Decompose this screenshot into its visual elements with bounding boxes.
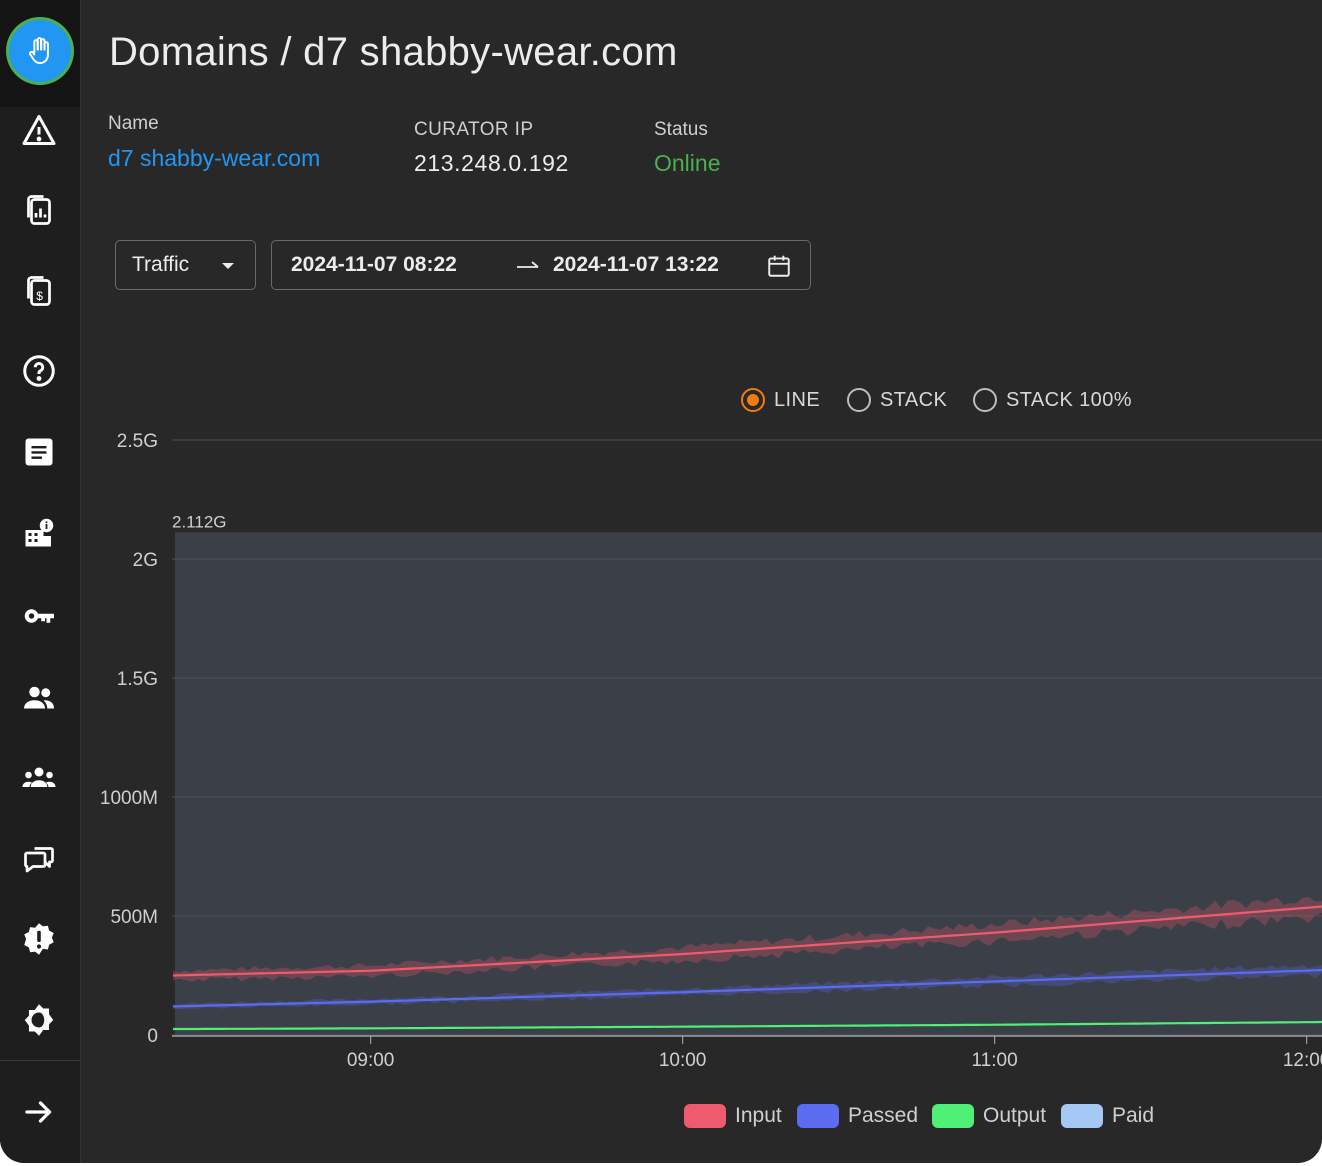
company-icon[interactable] [14, 508, 64, 558]
alert-badge-icon[interactable] [14, 914, 64, 964]
users-icon[interactable] [14, 673, 64, 723]
radio-stack-indicator [847, 388, 871, 412]
legend-output-swatch [932, 1104, 974, 1128]
legend-paid-swatch [1061, 1104, 1103, 1128]
metric-select-value: Traffic [132, 253, 190, 276]
x-tick-label: 11:00 [972, 1050, 1018, 1071]
x-tick-label: 10:00 [659, 1050, 707, 1071]
calendar-icon[interactable] [766, 253, 792, 279]
legend-passed-label: Passed [848, 1104, 919, 1127]
legend-paid[interactable]: Paid [1061, 1102, 1154, 1130]
plot-area [175, 532, 1322, 1035]
logo-area [0, 0, 80, 107]
max-value-label: 2.112G [172, 512, 227, 531]
series-line-input [172, 905, 1322, 977]
sidebar-divider [0, 1060, 80, 1061]
page-title: Domains / d7 shabby-wear.com [109, 30, 678, 74]
curator-ip-label: CURATOR IP [414, 119, 534, 140]
y-tick-label: 2G [133, 550, 158, 571]
legend-input-label: Input [735, 1104, 782, 1127]
y-tick-label: 1.5G [117, 669, 158, 690]
domain-name-link[interactable]: d7 shabby-wear.com [108, 145, 321, 171]
legend-passed[interactable]: Passed [797, 1102, 918, 1130]
curator-ip-value: 213.248.0.192 [414, 150, 569, 176]
x-tick-label: 09:00 [347, 1050, 395, 1071]
report-icon[interactable] [14, 185, 64, 235]
legend-output[interactable]: Output [932, 1102, 1046, 1130]
feedback-icon[interactable] [14, 834, 64, 884]
key-icon[interactable] [14, 591, 64, 641]
legend-passed-swatch [797, 1104, 839, 1128]
range-arrow-icon [517, 261, 539, 268]
legend-paid-label: Paid [1112, 1104, 1155, 1127]
date-to[interactable]: 2024-11-07 13:22 [553, 253, 719, 276]
radio-stack-label: STACK [880, 388, 948, 411]
radio-line[interactable]: LINE [741, 385, 820, 415]
radio-stack-100-label: STACK 100% [1006, 388, 1132, 411]
warning-icon[interactable] [14, 105, 64, 155]
legend-input[interactable]: Input [684, 1102, 782, 1130]
legend-output-label: Output [983, 1104, 1047, 1127]
groups-icon[interactable] [14, 753, 64, 803]
name-label: Name [108, 113, 159, 134]
legend-input-swatch [684, 1104, 726, 1128]
radio-stack-100[interactable]: STACK 100% [973, 385, 1132, 415]
radio-line-label: LINE [774, 388, 821, 411]
theme-toggle-icon[interactable] [14, 995, 64, 1045]
date-range-picker[interactable]: 2024-11-07 08:22 2024-11-07 13:22 [271, 240, 811, 290]
y-tick-label: 1000M [100, 788, 158, 809]
caret-down-icon [222, 263, 234, 269]
article-icon[interactable] [14, 427, 64, 477]
series-line-output [173, 1020, 1322, 1031]
radio-stack-100-indicator [973, 388, 997, 412]
x-tick-label: 12:00 [1283, 1050, 1322, 1071]
y-tick-label: 500M [110, 907, 158, 928]
status-value: Online [654, 150, 721, 176]
series-band-input [173, 897, 1322, 982]
status-label: Status [654, 119, 708, 140]
series-line-passed [172, 968, 1322, 1008]
date-from[interactable]: 2024-11-07 08:22 [291, 253, 457, 276]
svg-text:$: $ [36, 289, 43, 303]
metric-select[interactable]: Traffic [115, 240, 256, 290]
arrow-right-icon[interactable] [14, 1087, 64, 1137]
sidebar: $ [0, 0, 81, 1163]
y-tick-label: 0 [147, 1026, 158, 1047]
billing-icon[interactable]: $ [14, 266, 64, 316]
hand-logo-icon[interactable] [9, 20, 71, 82]
help-icon[interactable] [14, 346, 64, 396]
y-tick-label: 2.5G [117, 431, 158, 452]
radio-line-indicator [741, 388, 765, 412]
radio-stack[interactable]: STACK [847, 385, 947, 415]
